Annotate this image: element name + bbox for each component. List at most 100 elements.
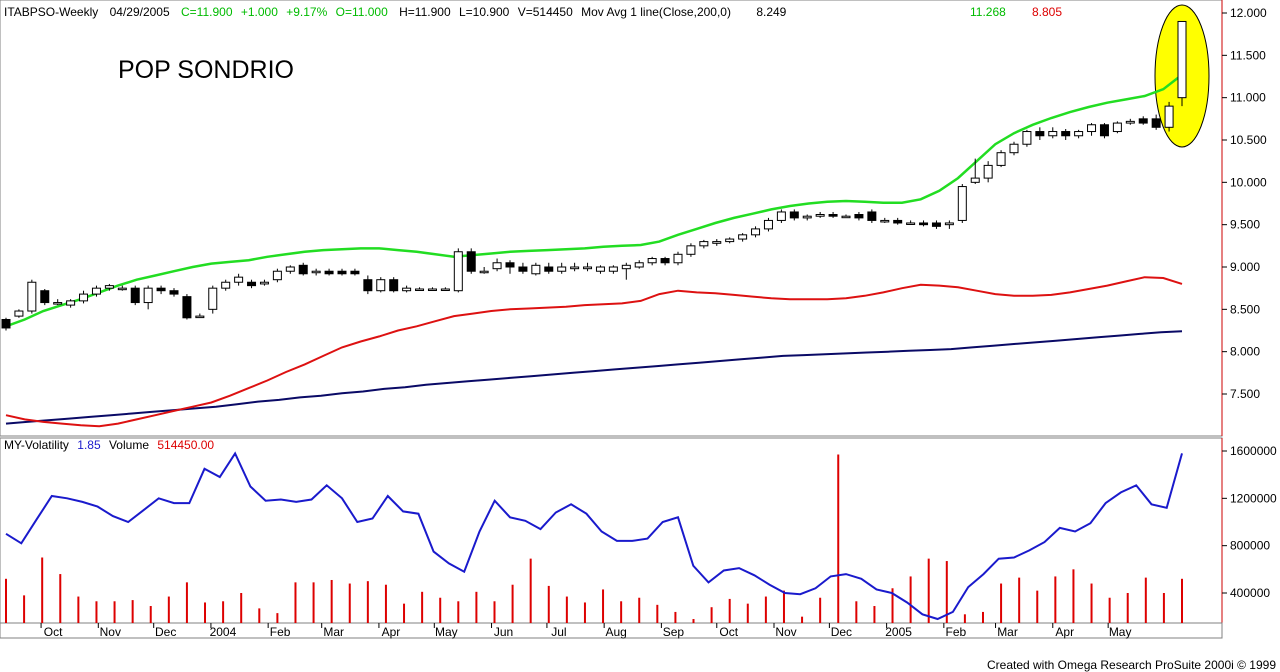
candle <box>919 220 929 227</box>
candle <box>595 265 605 274</box>
candle <box>893 217 903 225</box>
candle-body <box>208 287 218 310</box>
candle <box>350 268 360 276</box>
volatility-label: MY-Volatility <box>4 438 69 452</box>
candle-body <box>583 266 593 270</box>
candle-body <box>880 219 890 223</box>
candle <box>117 285 127 291</box>
candle <box>1164 101 1174 132</box>
price-tick-label: 11.500 <box>1230 48 1266 62</box>
candle <box>337 268 347 276</box>
close-label: C=11.900 <box>181 5 233 19</box>
candle <box>40 289 50 306</box>
change-label: +1.000 <box>241 5 278 19</box>
volume-label: Volume <box>109 438 149 452</box>
candle-body <box>91 287 101 295</box>
candle-body <box>699 241 709 247</box>
candle <box>867 209 877 223</box>
indicator-label: Mov Avg 1 line(Close,200,0) <box>581 5 731 19</box>
candle-body <box>647 258 657 264</box>
change-pct-label: +9.17% <box>286 5 327 19</box>
volume-value: 514450.00 <box>157 438 214 452</box>
candle <box>91 285 101 297</box>
candle <box>466 248 476 274</box>
volume-tick-label: 800000 <box>1230 539 1270 553</box>
candle <box>673 251 683 266</box>
date-tick-label: Mar <box>323 625 344 639</box>
candle-body <box>1138 118 1148 124</box>
date-tick-label: May <box>1109 625 1132 639</box>
candle <box>79 290 89 304</box>
candle <box>776 209 786 223</box>
candle <box>298 262 308 276</box>
candle <box>156 285 166 295</box>
candle-body <box>104 285 114 289</box>
candle-body <box>363 279 373 292</box>
candle <box>234 273 244 286</box>
candle <box>247 279 257 289</box>
candle <box>557 262 567 274</box>
volume-tick-label: 1600000 <box>1230 444 1277 458</box>
candle-body <box>169 290 179 295</box>
volume-header-label: V=514450 <box>518 5 573 19</box>
candle <box>699 239 709 249</box>
price-tick-label: 10.000 <box>1230 175 1267 189</box>
high-label: H=11.900 <box>399 5 451 19</box>
candle <box>738 233 748 242</box>
candle-body <box>660 258 670 264</box>
candle-body <box>634 262 644 268</box>
ma200-value: 8.249 <box>756 5 786 19</box>
candle-body <box>234 276 244 283</box>
candle-body <box>479 270 489 274</box>
candle-body <box>893 219 903 224</box>
candle-body <box>53 302 63 305</box>
price-tick-label: 10.500 <box>1230 133 1267 147</box>
date-tick-label: Feb <box>946 625 967 639</box>
date-tick-label: Jul <box>551 625 566 639</box>
candle-body <box>40 290 50 304</box>
candle-body <box>1177 20 1187 99</box>
candle-body <box>195 315 205 319</box>
candle-body <box>867 211 877 221</box>
candle <box>479 267 489 274</box>
candle <box>906 220 916 225</box>
candle-body <box>621 264 631 270</box>
candle <box>440 287 450 292</box>
candle-body <box>298 264 308 275</box>
candle-body <box>725 238 735 243</box>
price-tick-label: 9.000 <box>1230 260 1260 274</box>
candle <box>221 279 231 291</box>
candle-body <box>311 270 321 274</box>
low-label: L=10.900 <box>459 5 510 19</box>
candle <box>634 260 644 269</box>
price-tick-label: 8.500 <box>1230 302 1260 316</box>
candle-body <box>776 211 786 221</box>
candle-body <box>557 266 567 272</box>
date-label: 04/29/2005 <box>110 5 170 19</box>
candle <box>983 161 993 183</box>
candle-body <box>182 296 192 319</box>
candle-body <box>983 164 993 179</box>
candle <box>1 317 11 331</box>
candle-body <box>1099 124 1109 137</box>
ma-red-line <box>5 276 1183 428</box>
candle <box>169 288 179 297</box>
candle <box>957 184 967 223</box>
candle <box>647 256 657 266</box>
candle-body <box>1112 122 1122 133</box>
candle-body <box>117 287 127 291</box>
candle-body <box>337 270 347 275</box>
candle <box>1151 114 1161 130</box>
candle-body <box>27 281 37 312</box>
candle <box>505 260 515 274</box>
price-tick-label: 11.000 <box>1230 91 1266 105</box>
date-tick-label: 2005 <box>885 625 912 639</box>
candle-body <box>595 266 605 272</box>
candle-body <box>66 300 76 306</box>
candle <box>415 287 425 292</box>
header-line: ITABPSO-Weekly 04/29/2005 C=11.900 +1.00… <box>4 5 787 19</box>
candle <box>182 294 192 320</box>
date-tick-label: May <box>435 625 458 639</box>
date-tick-label: Aug <box>605 625 626 639</box>
candle-body <box>544 266 554 272</box>
